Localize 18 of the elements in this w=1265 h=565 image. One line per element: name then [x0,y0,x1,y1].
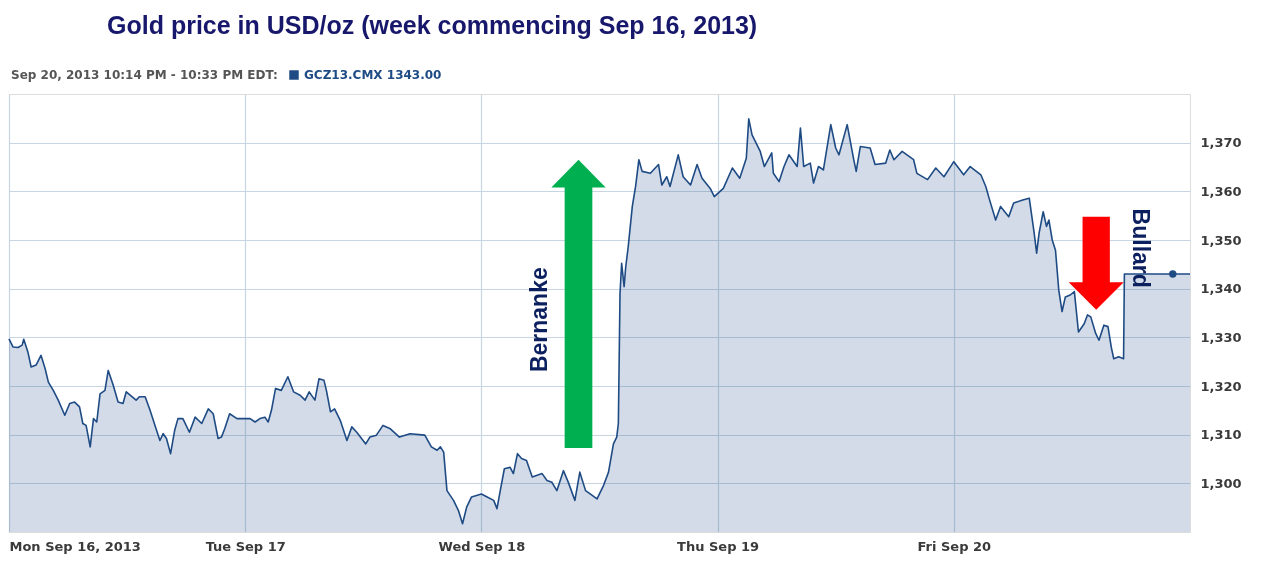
x-tick-label: Wed Sep 18 [438,538,526,554]
chart-title: Gold price in USD/oz (week commencing Sep 16, 2013) [107,11,758,39]
x-tick-label: Mon Sep 16, 2013 [9,538,141,554]
y-tick-label: 1,370 [1200,135,1242,151]
x-tick-label: Tue Sep 17 [205,538,286,554]
y-tick-label: 1,300 [1200,475,1242,491]
x-tick-label: Thu Sep 19 [677,538,760,554]
y-tick-label: 1,320 [1200,378,1242,394]
y-tick-label: 1,340 [1200,281,1242,297]
x-tick-label: Fri Sep 20 [917,538,992,554]
y-tick-label: 1,310 [1200,427,1242,443]
annotation: Bullard [1127,208,1154,288]
legend-label: GCZ13.CMX 1343.00 [304,68,442,82]
y-tick-label: 1,350 [1200,232,1242,248]
annotation: Bernanke [525,267,552,373]
y-tick-label: 1,360 [1200,183,1242,199]
legend-title: Sep 20, 2013 10:14 PM - 10:33 PM EDT: [11,68,278,82]
y-tick-label: 1,330 [1200,329,1242,345]
